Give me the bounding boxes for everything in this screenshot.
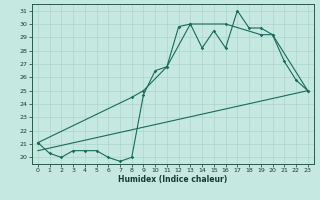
X-axis label: Humidex (Indice chaleur): Humidex (Indice chaleur) (118, 175, 228, 184)
